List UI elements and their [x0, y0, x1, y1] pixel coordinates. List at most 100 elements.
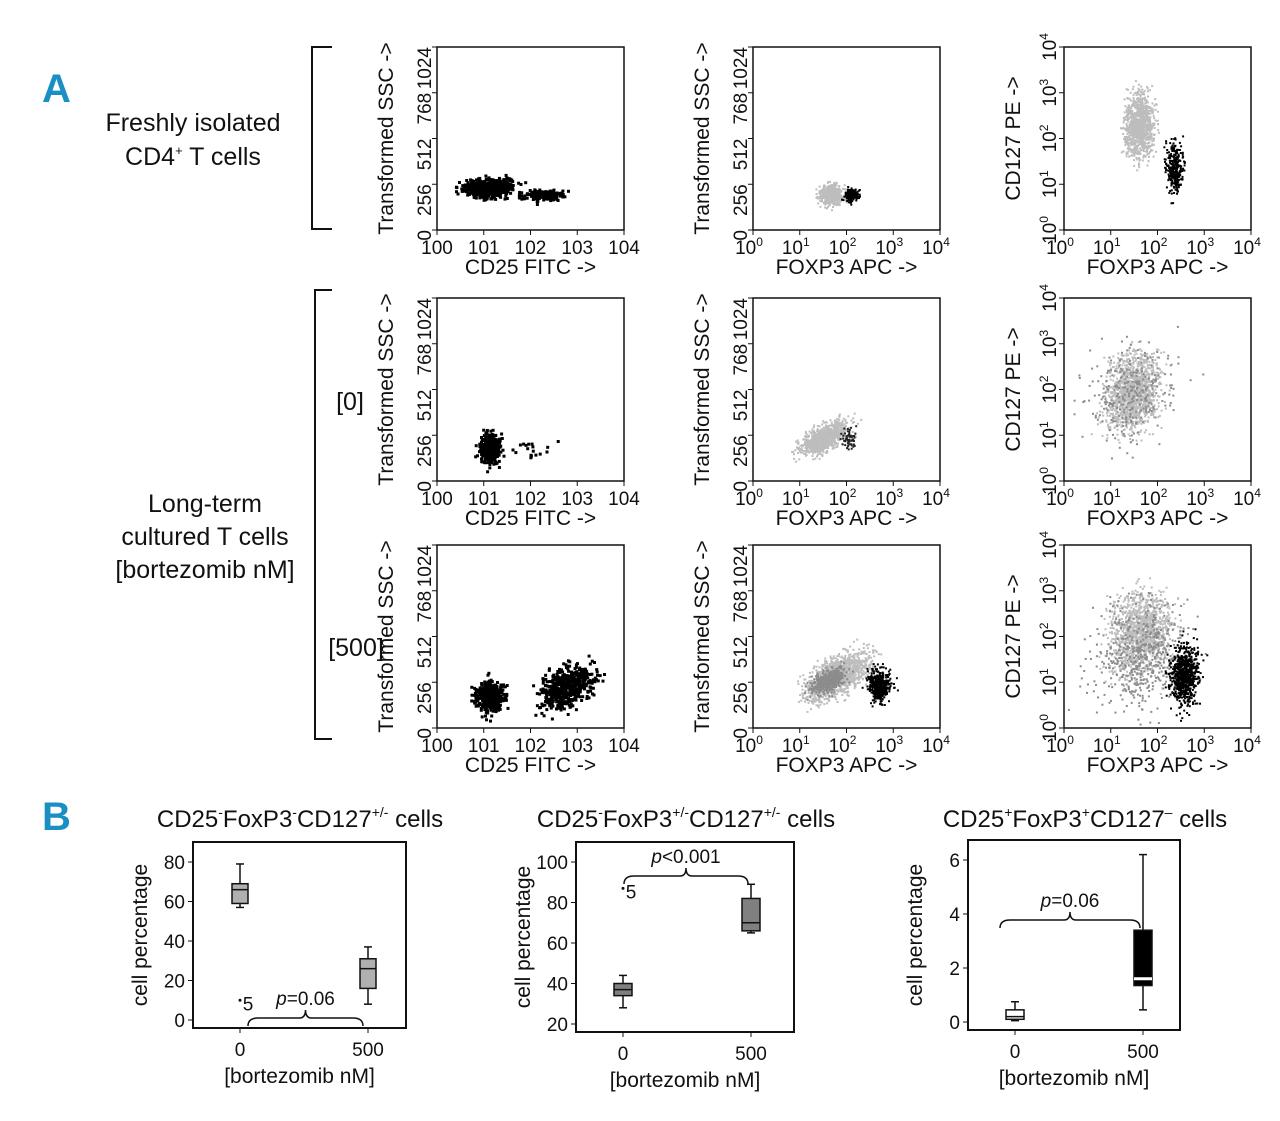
outlier-point — [621, 886, 625, 890]
xtick-label: 102 — [515, 238, 547, 259]
xlabel-cd25: CD25 FITC -> — [465, 256, 596, 279]
ytick-label: 101 — [1037, 668, 1061, 696]
xlabel-foxp3: FOXP3 APC -> — [776, 754, 918, 777]
box-500 — [741, 883, 761, 934]
ylabel: cell percentage — [129, 864, 152, 1006]
ytick-label: 512 — [415, 139, 436, 171]
ytick-label: 1024 — [731, 298, 752, 341]
ytick-label: 256 — [415, 682, 436, 714]
box-iqr — [741, 897, 761, 932]
ytick-label: 60 — [164, 893, 185, 914]
significance-brace — [999, 911, 1141, 929]
longterm-label-line2: cultured T cells — [121, 523, 288, 551]
xlabel-cd25: CD25 FITC -> — [465, 754, 596, 777]
ytick-label: 80 — [164, 853, 185, 874]
ytick-label: 103 — [1037, 577, 1061, 605]
ytick-label: 768 — [415, 93, 436, 125]
ytick-label: 6 — [949, 851, 960, 872]
xlabel-foxp3: FOXP3 APC -> — [1087, 754, 1229, 777]
plot-frame — [436, 297, 625, 482]
box-iqr — [1005, 1009, 1025, 1021]
flow-plot-r2-c0: 0 256 512 768 1024 Transformed SSC -> 100 101 10… — [375, 540, 640, 777]
ytick-label: 100 — [536, 853, 568, 874]
chart-frame — [575, 841, 795, 1033]
boxplot-chart-2: CD25-FoxP3+/-CD127+/- cells 20 40 60 80 100 0 5… — [512, 804, 835, 1092]
xtick-label: 104 — [608, 238, 640, 259]
ytick-label: 0 — [731, 230, 752, 241]
xtick-label: 100 — [421, 238, 453, 259]
xlabel: [bortezomib nM] — [610, 1069, 761, 1092]
xlabel-foxp3: FOXP3 APC -> — [1087, 507, 1229, 530]
xtick-label: 500 — [1127, 1042, 1159, 1063]
ylabel-ssc: Transformed SSC -> — [691, 42, 714, 234]
ytick-label: 512 — [415, 637, 436, 669]
xtick-label: 103 — [875, 235, 903, 259]
xtick-label: 101 — [782, 486, 810, 510]
xtick-label: 500 — [735, 1044, 767, 1065]
ytick-label: 0 — [415, 481, 436, 492]
xtick-label: 0 — [1010, 1042, 1021, 1063]
xtick-label: 103 — [561, 736, 593, 757]
row-label-500nm: [500] — [328, 634, 384, 662]
chart-frame — [192, 841, 407, 1029]
scatter-points — [1119, 80, 1186, 205]
ytick-label: 100 — [1037, 467, 1061, 495]
ytick-label: 512 — [731, 139, 752, 171]
xlabel: [bortezomib nM] — [999, 1067, 1150, 1090]
xtick-label: 100 — [1046, 486, 1074, 510]
xtick-label: 100 — [1046, 733, 1074, 757]
ylabel-cd127: CD127 PE -> — [1002, 574, 1025, 698]
boxplot-chart-1: CD25-FoxP3-CD127+/- cells 0 20 40 60 80 0 500 [b… — [129, 804, 443, 1088]
xtick-label: 104 — [608, 736, 640, 757]
scatter-points — [470, 654, 606, 723]
xtick-label: 104 — [1233, 733, 1261, 757]
ytick-label: 20 — [547, 1015, 568, 1036]
ytick-label: 0 — [415, 230, 436, 241]
ytick-label: 256 — [415, 184, 436, 216]
ytick-label: 4 — [949, 905, 960, 926]
xlabel-cd25: CD25 FITC -> — [465, 507, 596, 530]
xtick-label: 103 — [875, 486, 903, 510]
xtick-label: 104 — [922, 235, 950, 259]
ytick-label: 103 — [1037, 79, 1061, 107]
plot-frame — [752, 297, 941, 482]
xlabel-foxp3: FOXP3 APC -> — [776, 256, 918, 279]
ylabel-cd127: CD127 PE -> — [1002, 327, 1025, 451]
xtick-label: 102 — [515, 489, 547, 510]
xtick-label: 103 — [875, 733, 903, 757]
xtick-label: 104 — [922, 486, 950, 510]
ytick-label: 102 — [1037, 622, 1061, 650]
ytick-label: 101 — [1037, 421, 1061, 449]
p-value: p<0.001 — [650, 847, 720, 868]
xtick-label: 101 — [468, 489, 500, 510]
ylabel-ssc: Transformed SSC -> — [375, 540, 398, 732]
xtick-label: 101 — [782, 235, 810, 259]
ytick-label: 102 — [1037, 124, 1061, 152]
flow-plot-r0-c1: 0 256 512 768 1024 Transformed SSC -> 100 101 10… — [691, 42, 950, 279]
scatter-points — [791, 412, 863, 463]
ylabel-cd127: CD127 PE -> — [1002, 76, 1025, 200]
xtick-label: 103 — [1186, 235, 1214, 259]
flow-plot-r1-c0: 0 256 512 768 1024 Transformed SSC -> 100 101 10… — [375, 293, 640, 530]
ytick-label: 256 — [731, 184, 752, 216]
chart-frame — [967, 839, 1181, 1031]
box-0 — [1005, 1001, 1025, 1022]
outlier-label: 5 — [626, 882, 637, 903]
ytick-label: 256 — [731, 682, 752, 714]
xtick-label: 100 — [421, 489, 453, 510]
xtick-label: 101 — [1093, 733, 1121, 757]
ytick-label: 0 — [415, 728, 436, 739]
ytick-label: 1024 — [415, 298, 436, 341]
box-0 — [613, 974, 633, 1009]
chart-title: CD25-FoxP3+/-CD127+/- cells — [537, 804, 835, 833]
fresh-bracket — [311, 46, 332, 230]
xtick-label: 100 — [735, 733, 763, 757]
xtick-label: 104 — [1233, 235, 1261, 259]
xtick-label: 103 — [561, 489, 593, 510]
outlier-label: 5 — [243, 994, 254, 1015]
ytick-label: 102 — [1037, 375, 1061, 403]
significance-brace — [623, 867, 749, 885]
xtick-label: 104 — [1233, 486, 1261, 510]
xtick-label: 102 — [1140, 486, 1168, 510]
ytick-label: 0 — [174, 1011, 185, 1032]
